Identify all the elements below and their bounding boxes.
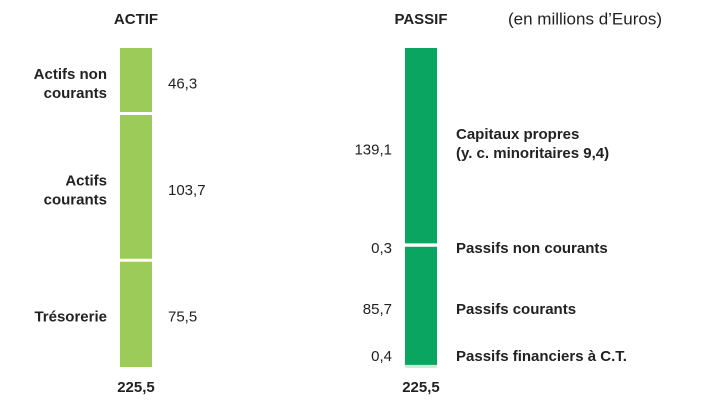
value-label: 46,3: [168, 76, 197, 93]
column-total: 225,5: [402, 379, 440, 396]
column-title: PASSIF: [394, 11, 447, 28]
segment-label: courants: [44, 191, 107, 208]
column-title: ACTIF: [114, 11, 158, 28]
segment-label: Passifs non courants: [456, 240, 608, 257]
segment-label: Actifs non: [34, 66, 107, 83]
segment: [120, 48, 152, 114]
value-label: 103,7: [168, 182, 206, 199]
segment-label: courants: [44, 85, 107, 102]
segment-label: Trésorerie: [34, 309, 107, 326]
segment: [405, 48, 437, 245]
segment-label: (y. c. minoritaires 9,4): [456, 145, 609, 162]
column-total: 225,5: [117, 379, 155, 396]
segment-label: Passifs financiers à C.T.: [456, 348, 627, 365]
segment: [120, 113, 152, 261]
subtitle: (en millions d’Euros): [508, 9, 662, 28]
value-label: 85,7: [363, 301, 392, 318]
segment: [405, 245, 437, 367]
value-label: 139,1: [354, 141, 392, 158]
segment: [120, 260, 152, 367]
value-label: 0,4: [371, 348, 392, 365]
value-label: 75,5: [168, 309, 197, 326]
segment-label: Passifs courants: [456, 301, 576, 318]
value-label: 0,3: [371, 240, 392, 257]
segment-label: Capitaux propres: [456, 126, 579, 143]
segment-label: Actifs: [65, 172, 107, 189]
